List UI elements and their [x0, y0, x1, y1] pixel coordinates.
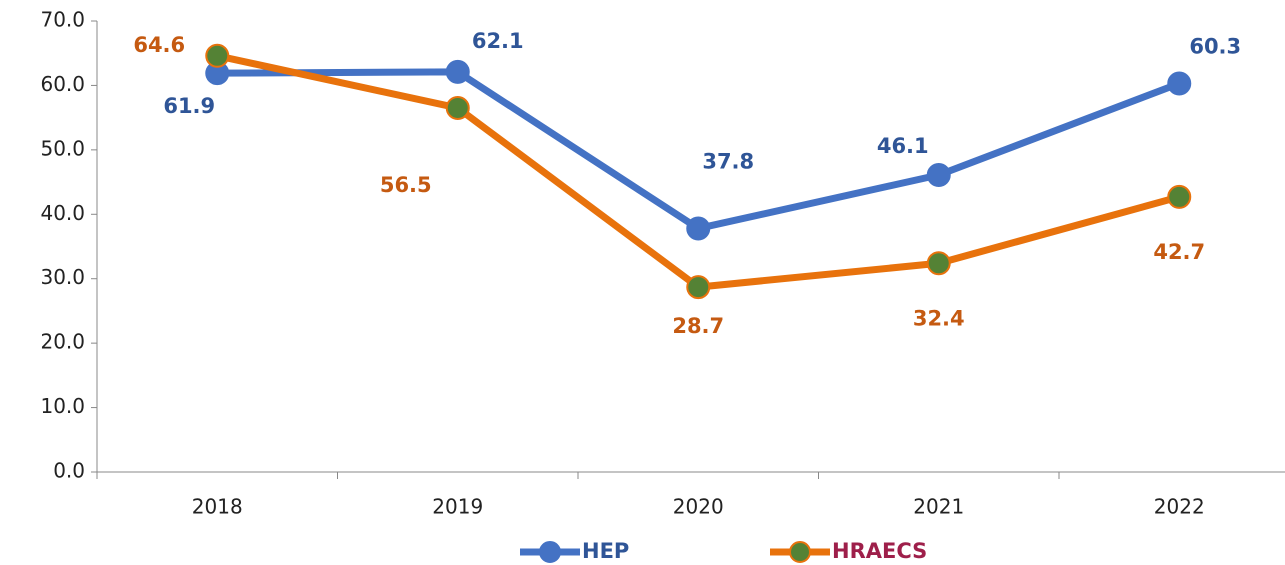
- legend-marker: [539, 541, 561, 563]
- data-label: 32.4: [913, 306, 965, 330]
- point: [1167, 71, 1192, 96]
- y-tick-label: 10.0: [40, 394, 85, 418]
- x-tick-label: 2021: [913, 495, 964, 519]
- x-tick-label: 2022: [1154, 495, 1205, 519]
- y-tick-label: 60.0: [40, 72, 85, 96]
- x-tick-label: 2020: [673, 495, 724, 519]
- data-label: 64.6: [133, 33, 185, 57]
- y-tick-label: 70.0: [40, 8, 85, 32]
- data-label: 37.8: [702, 149, 754, 173]
- data-label: 42.7: [1153, 240, 1205, 264]
- y-tick-label: 20.0: [40, 330, 85, 354]
- point: [686, 216, 711, 241]
- data-label: 28.7: [672, 314, 724, 338]
- x-tick-label: 2019: [432, 495, 483, 519]
- point: [445, 95, 470, 120]
- legend-label: HRAECS: [832, 539, 927, 563]
- point: [926, 251, 951, 276]
- y-tick-label: 50.0: [40, 136, 85, 160]
- legend-label: HEP: [582, 539, 629, 563]
- point: [445, 59, 470, 84]
- point: [686, 275, 711, 300]
- y-tick-label: 0.0: [53, 459, 85, 483]
- y-tick-label: 30.0: [40, 265, 85, 289]
- point: [205, 43, 230, 68]
- data-label: 56.5: [380, 173, 432, 197]
- data-label: 61.9: [163, 94, 215, 118]
- series-line: [217, 68, 1181, 232]
- y-tick-label: 40.0: [40, 201, 85, 225]
- point: [1167, 184, 1192, 209]
- data-label: 46.1: [877, 134, 929, 158]
- legend-marker: [789, 541, 811, 563]
- series-line: [216, 52, 1181, 291]
- data-label: 62.1: [472, 29, 524, 53]
- point: [926, 162, 951, 187]
- x-tick-label: 2018: [192, 495, 243, 519]
- data-label: 60.3: [1189, 34, 1241, 58]
